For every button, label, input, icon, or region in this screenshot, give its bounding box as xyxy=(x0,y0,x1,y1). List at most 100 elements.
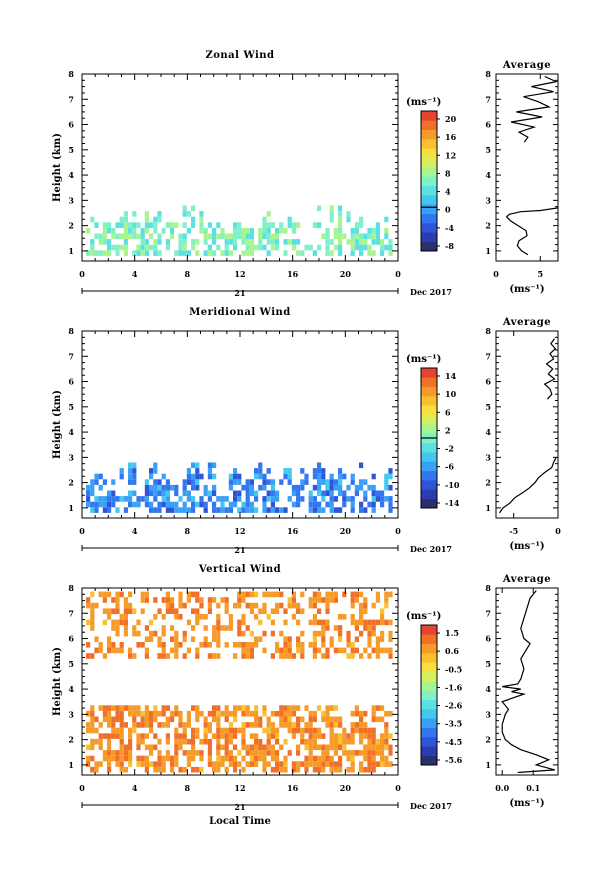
y-tick-label: 7 xyxy=(68,351,74,361)
heatmap-cell xyxy=(132,705,137,711)
avg-x-label: (ms⁻¹) xyxy=(509,541,544,552)
average-title: Average xyxy=(502,60,551,71)
heatmap-cell xyxy=(140,642,145,648)
heatmap-cell xyxy=(136,630,141,637)
heatmap-cell xyxy=(317,507,322,513)
heatmap-cell xyxy=(195,479,200,485)
colorbar-segment xyxy=(421,737,437,747)
heatmap-cell xyxy=(119,750,124,756)
colorbar-segment xyxy=(421,480,437,490)
heatmap-cell xyxy=(220,727,225,734)
heatmap-cell xyxy=(342,490,347,497)
heatmap-cell xyxy=(178,250,183,256)
heatmap-cell xyxy=(354,239,359,245)
heatmap-cell xyxy=(245,705,250,711)
heatmap-cell xyxy=(132,468,137,474)
heatmap-cell xyxy=(132,722,137,728)
heatmap-cell xyxy=(140,738,145,745)
heatmap-cell xyxy=(90,239,95,245)
heatmap-cell xyxy=(312,710,317,717)
heatmap-cell xyxy=(380,608,385,614)
heatmap-cell xyxy=(182,653,187,659)
heatmap-cell xyxy=(98,250,103,256)
heatmap-cell xyxy=(249,608,254,614)
heatmap-cell xyxy=(132,490,137,497)
heatmap-cell xyxy=(161,653,166,659)
heatmap-cell xyxy=(342,591,347,598)
heatmap-cell xyxy=(170,227,175,234)
heatmap-cell xyxy=(375,239,380,245)
heatmap-cell xyxy=(338,468,343,474)
heatmap-cell xyxy=(195,591,200,598)
heatmap-cell xyxy=(380,250,385,256)
heatmap-cell xyxy=(359,239,364,245)
heatmap-cell xyxy=(380,614,385,620)
heatmap-cell xyxy=(111,755,116,762)
heatmap-cell xyxy=(308,507,313,513)
heatmap-cell xyxy=(380,744,385,751)
y-tick-label: 4 xyxy=(68,684,74,694)
heatmap-cell xyxy=(388,484,393,491)
heatmap-cell xyxy=(241,722,246,728)
heatmap-cell xyxy=(186,211,191,217)
heatmap-cell xyxy=(86,602,91,609)
heatmap-cell xyxy=(182,636,187,642)
heatmap-cell xyxy=(308,733,313,739)
heatmap-cell xyxy=(333,233,338,240)
heatmap-cell xyxy=(346,211,351,217)
heatmap-cell xyxy=(157,490,162,497)
heatmap-cell xyxy=(157,738,162,745)
heatmap-cell xyxy=(308,761,313,767)
heatmap-cell xyxy=(359,727,364,734)
heatmap-cell xyxy=(86,653,91,659)
heatmap-cell xyxy=(346,216,351,223)
heatmap-cell xyxy=(296,496,301,502)
heatmap-cell xyxy=(296,490,301,497)
heatmap-cell xyxy=(338,239,343,245)
heatmap-cell xyxy=(350,722,355,728)
heatmap-cell xyxy=(380,239,385,245)
heatmap-cell xyxy=(367,761,372,767)
colorbar-segment xyxy=(421,746,437,756)
heatmap-cell xyxy=(199,227,204,234)
heatmap-cell xyxy=(245,484,250,491)
heatmap-cell xyxy=(329,484,334,491)
heatmap-cell xyxy=(199,602,204,609)
date-label: Dec 2017 xyxy=(410,544,452,554)
heatmap-cell xyxy=(300,468,305,474)
heatmap-cell xyxy=(216,625,221,631)
heatmap-cell xyxy=(119,705,124,711)
heatmap-cell xyxy=(338,490,343,497)
heatmap-cell xyxy=(119,642,124,648)
heatmap-cell xyxy=(300,484,305,491)
heatmap-cell xyxy=(371,733,376,739)
heatmap-cell xyxy=(165,750,170,756)
heatmap-cell xyxy=(249,733,254,739)
heatmap-cell xyxy=(216,733,221,739)
heatmap-cell xyxy=(350,755,355,762)
heatmap-cell xyxy=(165,501,170,508)
heatmap-cell xyxy=(86,484,91,491)
heatmap-cell xyxy=(291,597,296,603)
heatmap-cell xyxy=(283,642,288,648)
heatmap-cell xyxy=(249,490,254,497)
heatmap-cell xyxy=(384,738,389,745)
heatmap-cell xyxy=(128,738,133,745)
heatmap-cell xyxy=(98,484,103,491)
heatmap-cell xyxy=(291,484,296,491)
heatmap-cell xyxy=(216,602,221,609)
heatmap-cell xyxy=(275,766,280,773)
heatmap-cell xyxy=(312,647,317,654)
x-tick-label: 16 xyxy=(287,526,299,536)
heatmap-cell xyxy=(275,608,280,614)
colorbar-segment xyxy=(421,120,437,130)
heatmap-cell xyxy=(153,227,158,234)
heatmap-cell xyxy=(119,722,124,728)
heatmap-cell xyxy=(317,484,322,491)
heatmap-cell xyxy=(153,222,158,228)
heatmap-cell xyxy=(207,233,212,240)
heatmap-cell xyxy=(212,227,217,234)
heatmap-cell xyxy=(107,750,112,756)
heatmap-cell xyxy=(174,642,179,648)
heatmap-cell xyxy=(228,625,233,631)
